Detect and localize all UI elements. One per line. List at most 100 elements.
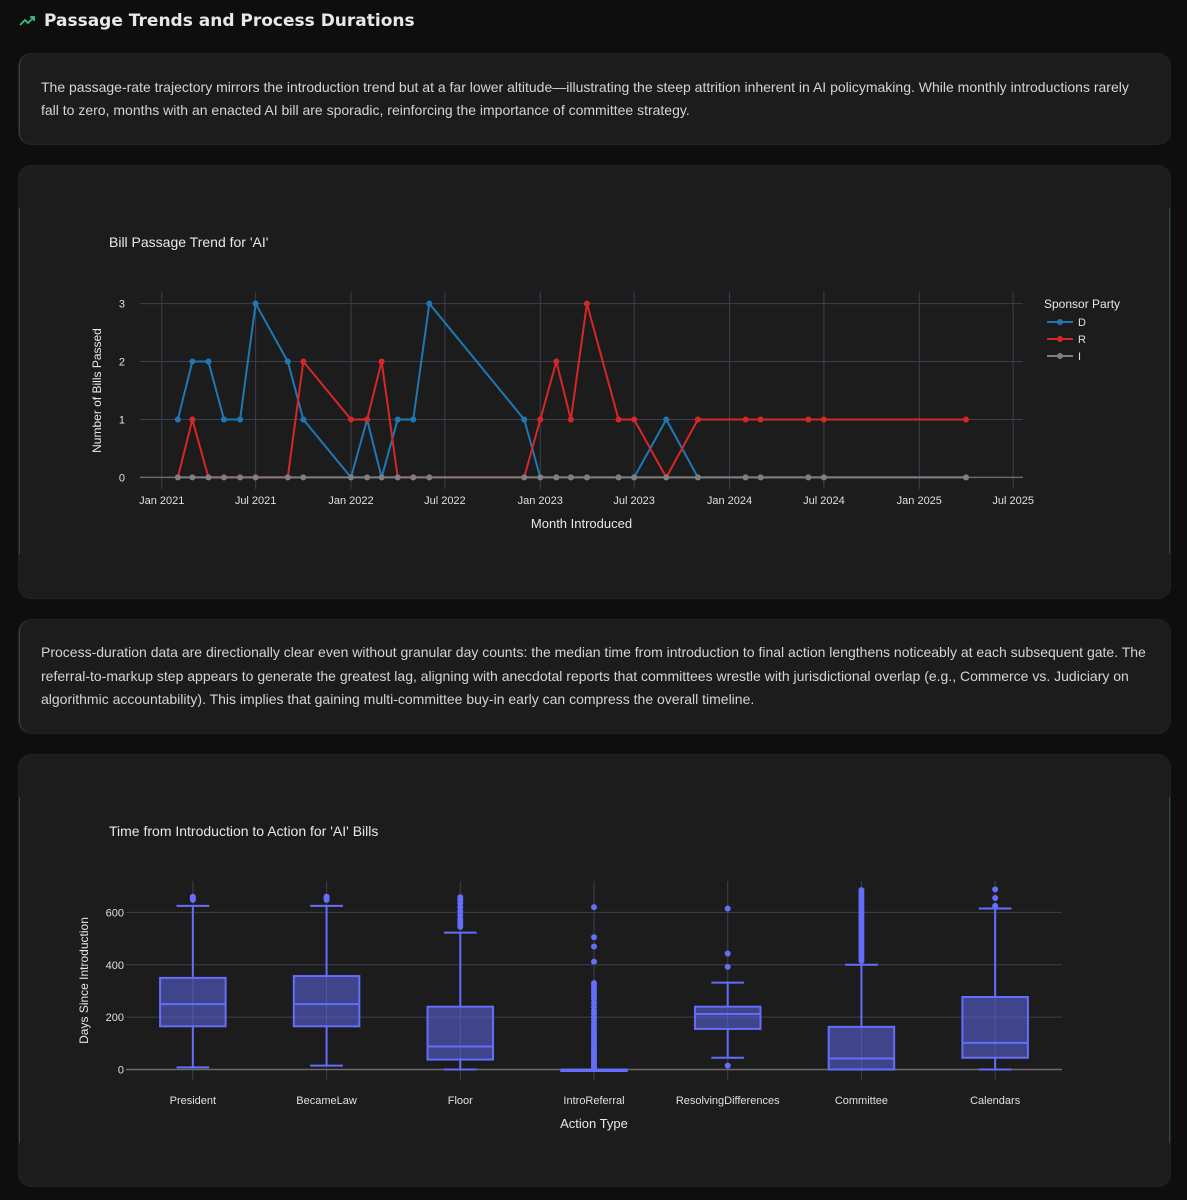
data-point-R [805,416,812,423]
legend-marker-I [1057,353,1063,359]
data-point-I [426,474,433,481]
outlier-point [591,934,597,941]
data-point-I [521,474,528,481]
box-ResolvingDifferences [693,905,762,1069]
data-point-R [757,416,764,423]
data-point-D [410,416,417,423]
x-tick-label: BecameLaw [296,1095,357,1107]
box-Committee [827,887,896,1071]
y-tick-label: 1 [119,414,125,426]
trending-up-icon [19,15,36,27]
duration-box-chart[interactable]: Time from Introduction to Action for 'AI… [19,755,1170,1186]
data-point-D [300,416,307,423]
x-tick-label: Jan 2024 [707,495,752,507]
chart-title: Time from Introduction to Action for 'AI… [109,823,378,839]
data-point-I [410,474,417,481]
y-tick-label: 200 [106,1012,124,1024]
x-tick-label: President [170,1095,216,1107]
data-point-I [962,474,969,481]
data-point-R [583,300,590,307]
legend-marker-D [1057,319,1063,325]
x-tick-label: IntroReferral [563,1095,624,1107]
y-tick-label: 400 [106,960,124,972]
data-point-I [284,474,291,481]
x-tick-label: Jan 2022 [328,495,373,507]
data-point-I [567,474,574,481]
box-IntroReferral [560,904,628,1073]
outlier-point [724,963,731,970]
x-tick-label: Committee [835,1095,888,1107]
data-point-I [174,474,181,481]
data-point-D [426,300,433,307]
box-President [159,893,227,1069]
data-point-I [615,474,622,481]
data-point-I [189,474,196,481]
x-tick-label: Jan 2021 [139,495,184,507]
data-point-I [583,474,590,481]
duration-commentary-text: Process-duration data are directionally … [41,644,1146,708]
data-point-R [300,358,307,365]
data-point-I [364,474,371,481]
data-point-D [220,416,227,423]
data-point-I [252,474,259,481]
legend-label-I: I [1078,351,1081,363]
iqr-box [961,995,1029,1059]
iqr-box [292,975,361,1028]
passage-trend-chart[interactable]: Bill Passage Trend for 'AI' Jan 2021 Jul 2… [19,166,1170,598]
data-point-I [663,474,670,481]
legend-label-R: R [1078,334,1086,346]
data-point-R [348,416,355,423]
outlier-point [724,1062,731,1069]
data-point-R [364,416,371,423]
data-point-R [694,416,701,423]
iqr-box [426,1005,495,1061]
data-point-R [553,358,560,365]
y-tick-label: 0 [118,1065,124,1077]
data-point-R [962,416,969,423]
data-point-D [205,358,212,365]
y-axis-label: Days Since Introduction [77,917,91,1044]
y-tick-label: 2 [119,357,125,369]
data-point-I [220,474,227,481]
x-tick-label: Jul 2023 [613,495,655,507]
data-point-I [742,474,749,481]
data-point-I [757,474,764,481]
x-axis-label: Action Type [560,1116,628,1131]
x-tick-label: Jul 2025 [992,495,1034,507]
data-point-I [694,474,701,481]
data-point-R [631,416,638,423]
data-point-I [553,474,560,481]
x-tick-label: Calendars [970,1095,1021,1107]
data-point-D [189,358,196,365]
data-point-D [174,416,181,423]
outlier-point [591,943,597,950]
data-point-D [284,358,291,365]
box-Floor [426,894,495,1071]
y-tick-label: 3 [119,299,125,311]
x-tick-label: ResolvingDifferences [676,1095,780,1107]
x-tick-label: Jul 2021 [235,495,277,507]
data-point-R [567,416,574,423]
section-heading: Passage Trends and Process Durations [19,8,415,34]
data-point-R [378,358,385,365]
outlier-point [591,904,597,911]
data-point-D [663,416,670,423]
outlier-point [858,887,865,894]
outlier-point [724,950,731,957]
data-point-I [205,474,212,481]
x-tick-label: Jul 2024 [803,495,845,507]
legend-marker-R [1057,336,1063,342]
data-point-I [537,474,544,481]
y-tick-label: 600 [106,907,124,919]
data-point-R [537,416,544,423]
data-point-D [252,300,259,307]
iqr-box [827,1025,896,1071]
passage-trend-card: Bill Passage Trend for 'AI' Jan 2021 Jul 2… [19,166,1170,598]
outlier-point [591,980,597,987]
data-point-D [394,416,401,423]
data-point-I [394,474,401,481]
chart-title: Bill Passage Trend for 'AI' [109,234,268,250]
x-tick-label: Jul 2022 [424,495,466,507]
outlier-point [323,893,330,900]
duration-commentary-card: Process-duration data are directionally … [19,620,1170,733]
